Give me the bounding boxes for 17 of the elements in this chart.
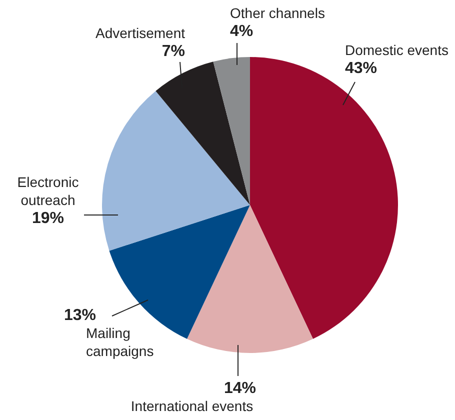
slice-label: Electronic outreach	[17, 174, 79, 208]
slice-label: Mailing campaigns	[86, 325, 154, 359]
slice-label: International events	[130, 398, 254, 414]
pie-slice	[213, 57, 250, 205]
data-label: 43%	[345, 60, 378, 77]
pie-slice	[186, 205, 314, 353]
data-label: 14%	[224, 380, 256, 397]
data-label: 13%	[64, 307, 96, 324]
slice-label: Advertisement	[96, 25, 186, 41]
data-label: 4%	[230, 23, 254, 40]
slice-label: Domestic events	[345, 42, 448, 58]
slice-label: Other channels	[230, 5, 325, 21]
data-label: 19%	[32, 210, 64, 227]
pie-slice	[250, 57, 398, 339]
data-label: 7%	[162, 43, 185, 60]
pie-slice	[156, 62, 250, 205]
pie-slice	[102, 90, 250, 251]
